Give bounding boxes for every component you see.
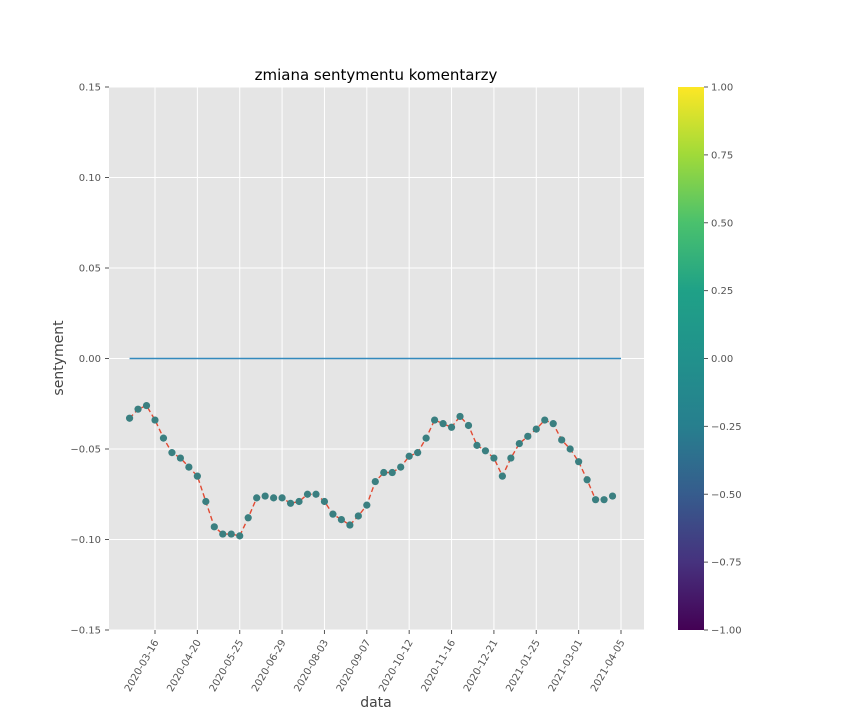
data-point (193, 472, 201, 480)
x-tick-label: 2020-09-07 (335, 638, 374, 694)
data-point (380, 468, 388, 477)
chart-title: zmiana sentymentu komentarzy (255, 66, 498, 84)
data-point (422, 434, 430, 442)
data-point (270, 494, 278, 502)
data-point (236, 532, 244, 540)
data-point (566, 445, 574, 453)
data-point (583, 476, 591, 484)
y-tick-label: 0.15 (79, 83, 101, 94)
colorbar-tick-label: −0.75 (711, 558, 742, 569)
x-tick-label: 2020-05-25 (208, 638, 247, 694)
data-point (532, 425, 540, 433)
data-point (134, 405, 142, 413)
colorbar-tick-label: 1.00 (711, 83, 733, 94)
data-point (168, 449, 176, 457)
data-point (558, 436, 566, 444)
data-point (388, 468, 396, 477)
x-tick-label: 2020-03-16 (123, 638, 162, 694)
data-point (575, 458, 583, 466)
data-point (414, 449, 422, 457)
data-point (515, 439, 523, 448)
y-tick-label: −0.10 (70, 535, 101, 546)
data-point (430, 416, 439, 424)
data-point (447, 423, 456, 431)
y-tick-label: −0.05 (70, 445, 101, 456)
data-point (303, 490, 312, 498)
x-axis: 2020-03-16 2020-04-20 2020-05-25 2020-06-29… (123, 630, 628, 694)
data-point (541, 416, 549, 424)
data-point (227, 530, 235, 538)
data-point (320, 497, 329, 506)
data-point (176, 454, 185, 462)
y-tick-label: −0.15 (70, 626, 101, 637)
data-point (549, 420, 557, 428)
y-axis: −0.15 −0.10 −0.05 0.00 0.05 0.10 0.15 (70, 83, 109, 637)
y-axis-label: sentyment (51, 320, 67, 396)
x-tick-label: 2021-03-01 (547, 638, 586, 694)
colorbar-tick-label: 0.75 (711, 150, 733, 161)
x-tick-label: 2020-10-12 (377, 638, 416, 694)
series-layer (125, 357, 622, 540)
x-tick-label: 2020-11-16 (420, 638, 459, 694)
data-point (600, 496, 608, 504)
data-point (244, 514, 252, 522)
data-point (312, 490, 320, 498)
data-point (125, 414, 134, 422)
data-point (286, 499, 295, 507)
data-point (490, 454, 498, 462)
data-point (219, 530, 227, 538)
y-tick-label: 0.10 (79, 173, 101, 184)
data-point (337, 515, 345, 524)
data-point (159, 434, 168, 442)
data-point (371, 477, 379, 486)
colorbar-tick-label: 0.50 (711, 218, 733, 229)
x-tick-label: 2020-08-03 (292, 638, 331, 694)
colorbar-tick-label: −0.50 (711, 490, 742, 501)
data-point (202, 497, 210, 506)
data-point (363, 501, 371, 509)
x-axis-label: data (360, 695, 392, 711)
data-point (439, 420, 447, 428)
x-tick-label: 2021-01-25 (504, 638, 543, 694)
data-point (151, 416, 159, 424)
x-tick-label: 2020-12-21 (462, 638, 501, 694)
data-point (481, 447, 490, 455)
data-point (329, 510, 337, 518)
colorbar-tick-label: −0.25 (711, 422, 742, 433)
data-point (185, 463, 193, 471)
data-point (354, 512, 362, 520)
colorbar-axis: −1.00 −0.75 −0.50 −0.25 0.00 0.25 0.50 0.75 1.00 (704, 83, 742, 637)
data-point (397, 463, 405, 471)
data-point (591, 496, 600, 504)
data-point (456, 412, 464, 421)
data-point (473, 441, 481, 449)
data-point (253, 494, 261, 502)
data-point (278, 494, 286, 502)
data-point (507, 454, 515, 462)
data-point (498, 472, 506, 480)
y-tick-label: 0.00 (79, 354, 101, 365)
x-tick-label: 2020-06-29 (250, 638, 289, 694)
data-point (524, 432, 532, 440)
data-point (405, 452, 413, 460)
colorbar (678, 87, 704, 630)
colorbar-tick-label: −1.00 (711, 626, 742, 637)
y-tick-label: 0.05 (79, 264, 101, 275)
data-point (295, 497, 303, 506)
data-point (261, 492, 269, 500)
data-point (142, 401, 151, 410)
data-point (464, 421, 473, 430)
data-point (346, 521, 354, 529)
colorbar-tick-label: 0.25 (711, 286, 733, 297)
x-tick-label: 2021-04-05 (589, 638, 628, 694)
data-point (210, 523, 218, 531)
colorbar-tick-label: 0.00 (711, 354, 733, 365)
data-point (608, 492, 617, 500)
x-tick-label: 2020-04-20 (165, 638, 204, 694)
